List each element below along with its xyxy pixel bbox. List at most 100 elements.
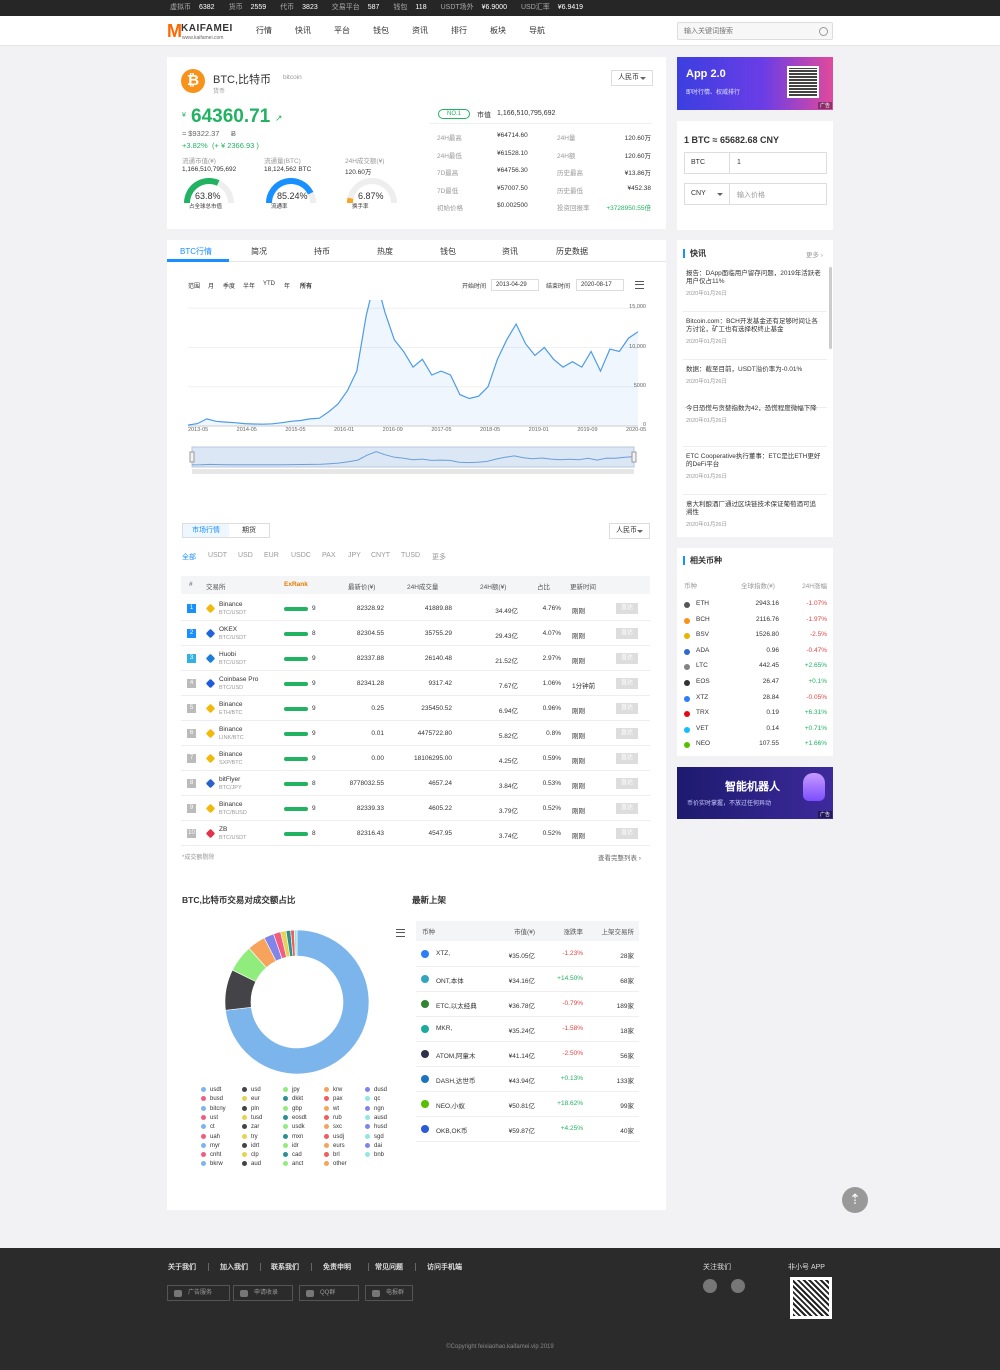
menu-item[interactable]: 导航 (529, 26, 545, 35)
go-button[interactable]: 直达 (616, 628, 638, 639)
news-scrollbar[interactable] (829, 267, 832, 349)
exchange-name[interactable]: Binance LINK/BTC (219, 725, 244, 743)
related-row[interactable]: ETH 2943.16 -1.07% (683, 597, 827, 612)
new-listing-row[interactable]: ONT,本体 ¥34.16亿 +14.50% 68家 (416, 967, 639, 992)
related-row[interactable]: BSV 1526.80 -2.5% (683, 628, 827, 643)
ticker-item[interactable]: USDT场外 ¥6.9000 (441, 0, 507, 16)
legend-item[interactable]: eurs (324, 1142, 345, 1149)
range-button[interactable]: YTD (263, 281, 275, 287)
legend-item[interactable]: myr (201, 1142, 220, 1149)
legend-item[interactable]: bkrw (201, 1161, 223, 1167)
converter-from-value[interactable]: 1 (737, 159, 741, 166)
legend-item[interactable]: eur (242, 1096, 260, 1102)
footer-button[interactable]: QQ群 (299, 1285, 359, 1301)
new-listing-row[interactable]: OKB,OK币 ¥59.87亿 +4.25% 40家 (416, 1117, 639, 1142)
legend-item[interactable]: ngn (365, 1105, 384, 1112)
more-market-link[interactable]: 查看完整列表 › (598, 855, 641, 862)
legend-item[interactable]: usdk (283, 1124, 305, 1130)
footer-link[interactable]: 免责申明 (323, 1264, 351, 1271)
ticker-item[interactable]: 交易平台 587 (332, 0, 380, 16)
footer-button[interactable]: 电报群 (365, 1285, 413, 1301)
ticker-item[interactable]: 钱包 118 (393, 0, 426, 16)
exchange-name[interactable]: Huobi BTC/USDT (219, 650, 247, 668)
go-button[interactable]: 直达 (616, 678, 638, 689)
table-row[interactable]: 5 Binance ETH/BTC 9 0.25 235450.52 6.94亿 0.96% 刚… (181, 696, 650, 721)
start-date-input[interactable]: 2013-04-29 (491, 279, 539, 291)
legend-item[interactable]: bitcny (201, 1105, 226, 1112)
legend-item[interactable]: busd (201, 1096, 223, 1102)
related-row[interactable]: ADA 0.96 -0.47% (683, 644, 827, 659)
table-row[interactable]: 3 Huobi BTC/USDT 9 82337.88 26140.48 21.52亿 2.9… (181, 646, 650, 671)
new-listing-row[interactable]: NEO,小蚁 ¥50.81亿 +18.62% 99家 (416, 1092, 639, 1117)
legend-item[interactable]: qc (365, 1096, 380, 1102)
menu-item[interactable]: 快讯 (295, 26, 311, 35)
navigator-window[interactable] (191, 446, 635, 468)
menu-item[interactable]: 钱包 (373, 26, 389, 35)
footer-button[interactable]: 广告服务 (167, 1285, 230, 1301)
navigator-scrollbar[interactable] (192, 469, 634, 474)
ticker-item[interactable]: USD汇率 ¥6.9419 (521, 0, 583, 16)
range-button[interactable]: 年 (284, 284, 291, 290)
news-more-link[interactable]: 更多 › (806, 252, 823, 259)
legend-item[interactable]: uah (201, 1133, 220, 1140)
legend-item[interactable]: anct (283, 1161, 303, 1167)
legend-item[interactable]: husd (365, 1124, 387, 1130)
exchange-name[interactable]: Coinbase Pro BTC/USD (219, 675, 258, 693)
new-listing-row[interactable]: XTZ, ¥35.05亿 -1.23% 28家 (416, 942, 639, 967)
weibo-icon[interactable] (731, 1279, 745, 1293)
pie-slice[interactable] (225, 929, 370, 1075)
footer-link[interactable]: 常见问题 (375, 1264, 403, 1271)
back-to-top-icon[interactable]: ⇡ (842, 1187, 868, 1213)
filter-1[interactable]: USDT (208, 552, 228, 559)
chart-menu-icon[interactable] (635, 281, 644, 289)
table-row[interactable]: 6 Binance LINK/BTC 9 0.01 4475722.80 5.82亿 0.8%… (181, 721, 650, 746)
news-item[interactable]: 报告：DApp面临用户留存问题，2019年活跃老用户仅占11% 2020年01月2… (686, 270, 822, 298)
tab-4[interactable]: 钱包 (440, 247, 456, 256)
range-button[interactable]: 所有 (300, 284, 313, 290)
legend-item[interactable]: aud (242, 1161, 261, 1167)
legend-item[interactable]: pln (242, 1105, 259, 1112)
exchange-name[interactable]: Binance BTC/USDT (219, 600, 247, 618)
menu-item[interactable]: 行情 (256, 26, 272, 35)
end-date-input[interactable]: 2020-08-17 (576, 279, 624, 291)
menu-item[interactable]: 平台 (334, 26, 350, 35)
legend-item[interactable]: dai (365, 1142, 382, 1149)
go-button[interactable]: 直达 (616, 828, 638, 839)
go-button[interactable]: 直达 (616, 703, 638, 714)
legend-item[interactable]: sgd (365, 1133, 384, 1140)
range-button[interactable]: 月 (208, 284, 215, 290)
robot-banner[interactable]: 智能机器人 币价实时掌握，不放过任何异动 广告 (677, 767, 833, 819)
column-header[interactable]: 占比 (537, 584, 550, 591)
legend-item[interactable]: mxn (283, 1133, 303, 1140)
filter-4[interactable]: USDC (291, 552, 311, 559)
legend-item[interactable]: tusd (242, 1114, 262, 1121)
legend-item[interactable]: ust (201, 1114, 218, 1121)
legend-item[interactable]: dkkt (283, 1096, 303, 1102)
tab-1[interactable]: 简况 (251, 247, 267, 256)
search-input[interactable] (684, 25, 814, 37)
table-row[interactable]: 9 Binance BTC/BUSD 9 82339.33 4605.22 3.79亿 0.5… (181, 796, 650, 821)
go-button[interactable]: 直达 (616, 778, 638, 789)
legend-item[interactable]: other (324, 1161, 347, 1167)
menu-item[interactable]: 板块 (490, 26, 506, 35)
table-row[interactable]: 2 OKEX BTC/USDT 8 82304.55 35755.29 29.43亿 4.07… (181, 621, 650, 646)
legend-item[interactable]: ct (201, 1124, 215, 1130)
legend-item[interactable]: idrt (242, 1142, 259, 1149)
related-row[interactable]: VET 0.14 +0.71% (683, 722, 827, 737)
legend-item[interactable]: pax (324, 1096, 343, 1102)
legend-item[interactable]: wt (324, 1105, 339, 1112)
news-item[interactable]: Bitcoin.com：BCH开发基金还有足够时间让各方讨论，矿工也有选择权终止… (686, 318, 822, 346)
legend-item[interactable]: brl (324, 1152, 340, 1158)
currency-select[interactable]: 人民币 (611, 70, 653, 86)
legend-item[interactable]: sxc (324, 1124, 342, 1130)
footer-link[interactable]: 访问手机端 (427, 1264, 462, 1271)
pie-slice[interactable] (293, 929, 298, 957)
exchange-name[interactable]: Binance ETH/BTC (219, 700, 243, 718)
table-row[interactable]: 1 Binance BTC/USDT 9 82328.92 41889.88 34.49亿 4… (181, 596, 650, 621)
legend-item[interactable]: krw (324, 1087, 342, 1093)
related-row[interactable]: BCH 2116.76 -1.97% (683, 613, 827, 628)
filter-7[interactable]: CNYT (371, 552, 391, 559)
exchange-name[interactable]: Binance SXP/BTC (219, 750, 243, 768)
legend-item[interactable]: idr (283, 1142, 299, 1149)
new-listing-row[interactable]: DASH,达世币 ¥43.94亿 +0.13% 133家 (416, 1067, 639, 1092)
